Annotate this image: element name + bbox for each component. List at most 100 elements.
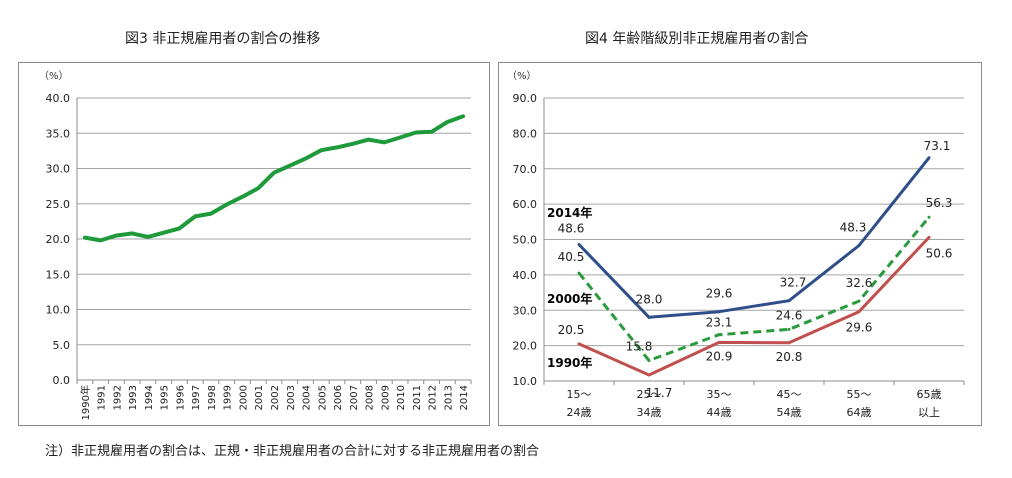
x-tick-label: 34歳 <box>637 406 662 419</box>
data-point <box>414 131 418 135</box>
data-point <box>367 138 371 142</box>
y-tick-label: 35.0 <box>46 127 71 140</box>
chart-title-2: 図4 年齢階級別非正規雇用者の割合 <box>585 31 809 47</box>
data-point <box>398 135 402 139</box>
data-point <box>130 231 134 235</box>
data-point <box>225 202 229 206</box>
data-label: 32.6 <box>846 276 873 290</box>
data-point <box>577 271 581 275</box>
x-tick-label: 2001 <box>254 385 265 410</box>
x-tick-label: 1999 <box>223 385 234 410</box>
data-label: 23.1 <box>706 316 733 330</box>
data-point <box>717 333 721 337</box>
chart-2-svg: （%） 10.0 20.0 30.0 40.0 50.0 60.0 70.0 80.0 90.0 1… <box>507 70 965 419</box>
data-point <box>577 342 581 346</box>
x-tick-label: 55～ <box>847 388 872 401</box>
data-point <box>114 233 118 237</box>
data-point <box>647 358 651 362</box>
data-point <box>927 235 931 239</box>
x-tick-label: 2003 <box>286 385 297 410</box>
data-label: 11.7 <box>646 386 673 400</box>
y-tick-label: 10.0 <box>46 304 71 317</box>
data-point <box>83 236 87 240</box>
data-point <box>272 171 276 175</box>
x-tick-label: 1998 <box>207 385 218 410</box>
data-point <box>461 114 465 118</box>
y-tick-label: 20.0 <box>46 233 71 246</box>
series-line <box>82 114 466 243</box>
x-tick-label: 1994 <box>144 385 155 410</box>
data-point <box>288 164 292 168</box>
y-tick-label: 40.0 <box>513 269 538 282</box>
x-tick-label: 2013 <box>443 385 454 410</box>
data-label: 48.6 <box>558 221 585 235</box>
x-tick-label: 2005 <box>317 385 328 410</box>
y-tick-label: 30.0 <box>46 163 71 176</box>
x-tick-label: 1992 <box>112 385 123 410</box>
y-tick-label: 25.0 <box>46 198 71 211</box>
data-label: 29.6 <box>706 287 733 301</box>
series-line <box>577 216 931 362</box>
y-tick-label: 50.0 <box>513 234 538 247</box>
x-tick-label: 2006 <box>333 385 344 410</box>
series-line <box>577 156 931 319</box>
data-label: 50.6 <box>926 246 953 260</box>
x-tick-label: 2014 <box>459 385 470 410</box>
data-point <box>927 156 931 160</box>
x-tick-label: 2008 <box>365 385 376 410</box>
y-tick-label: 70.0 <box>513 163 538 176</box>
x-tick-label: 35～ <box>707 388 732 401</box>
data-point <box>99 238 103 242</box>
data-label: 32.7 <box>780 276 807 290</box>
data-point <box>304 157 308 161</box>
x-tick-label: 65歳 <box>917 388 942 401</box>
x-tick-label: 2007 <box>349 385 360 410</box>
data-label: 15.8 <box>626 339 653 353</box>
y-tick-label: 60.0 <box>513 198 538 211</box>
data-point <box>193 214 197 218</box>
x-tick-label: 2004 <box>302 385 313 410</box>
data-label: 20.5 <box>558 323 585 337</box>
x-tick-label: 1991 <box>97 385 108 410</box>
y-tick-label: 30.0 <box>513 304 538 317</box>
data-label: 56.3 <box>926 196 953 210</box>
x-tick-label: 2010 <box>396 385 407 410</box>
data-point <box>787 299 791 303</box>
x-tick-label: 2011 <box>412 385 423 410</box>
series-name-label: 1990年 <box>547 355 592 370</box>
chart-title-1: 図3 非正規雇用者の割合の推移 <box>125 31 321 47</box>
footnote: 注）非正規雇用者の割合は、正規・非正規雇用者の合計に対する非正規雇用者の割合 <box>45 444 540 459</box>
x-tick-label: 1996 <box>175 385 186 410</box>
x-tick-label: 54歳 <box>777 406 802 419</box>
data-point <box>857 310 861 314</box>
x-tick-label: 25～ <box>637 388 662 401</box>
data-point <box>647 315 651 319</box>
x-tick-label: 2009 <box>380 385 391 410</box>
x-tick-label: 64歳 <box>847 406 872 419</box>
x-tick-label: 1997 <box>191 385 202 410</box>
x-tick-label: 15～ <box>567 388 592 401</box>
data-point <box>647 373 651 377</box>
data-point <box>162 231 166 235</box>
data-point <box>717 310 721 314</box>
data-point <box>240 195 244 199</box>
chart-panel-2: （%） 10.0 20.0 30.0 40.0 50.0 60.0 70.0 80.0 90.0 1… <box>498 62 982 426</box>
data-label: 20.8 <box>776 350 803 364</box>
y-tick-label: 20.0 <box>513 340 538 353</box>
y-tick-label: 90.0 <box>513 92 538 105</box>
x-tick-label: 2012 <box>428 385 439 410</box>
data-point <box>857 299 861 303</box>
x-tick-label: 44歳 <box>707 406 732 419</box>
data-point <box>717 340 721 344</box>
x-tick-label: 1993 <box>128 385 139 410</box>
data-label: 40.5 <box>558 250 585 264</box>
series-line <box>578 236 931 377</box>
data-point <box>787 341 791 345</box>
data-point <box>351 142 355 146</box>
y-unit-label: （%） <box>507 70 537 82</box>
series-name-label: 2014年 <box>547 205 592 220</box>
y-tick-label: 10.0 <box>513 375 538 388</box>
data-label: 48.3 <box>840 221 867 235</box>
data-point <box>146 235 150 239</box>
y-tick-label: 80.0 <box>513 127 538 140</box>
